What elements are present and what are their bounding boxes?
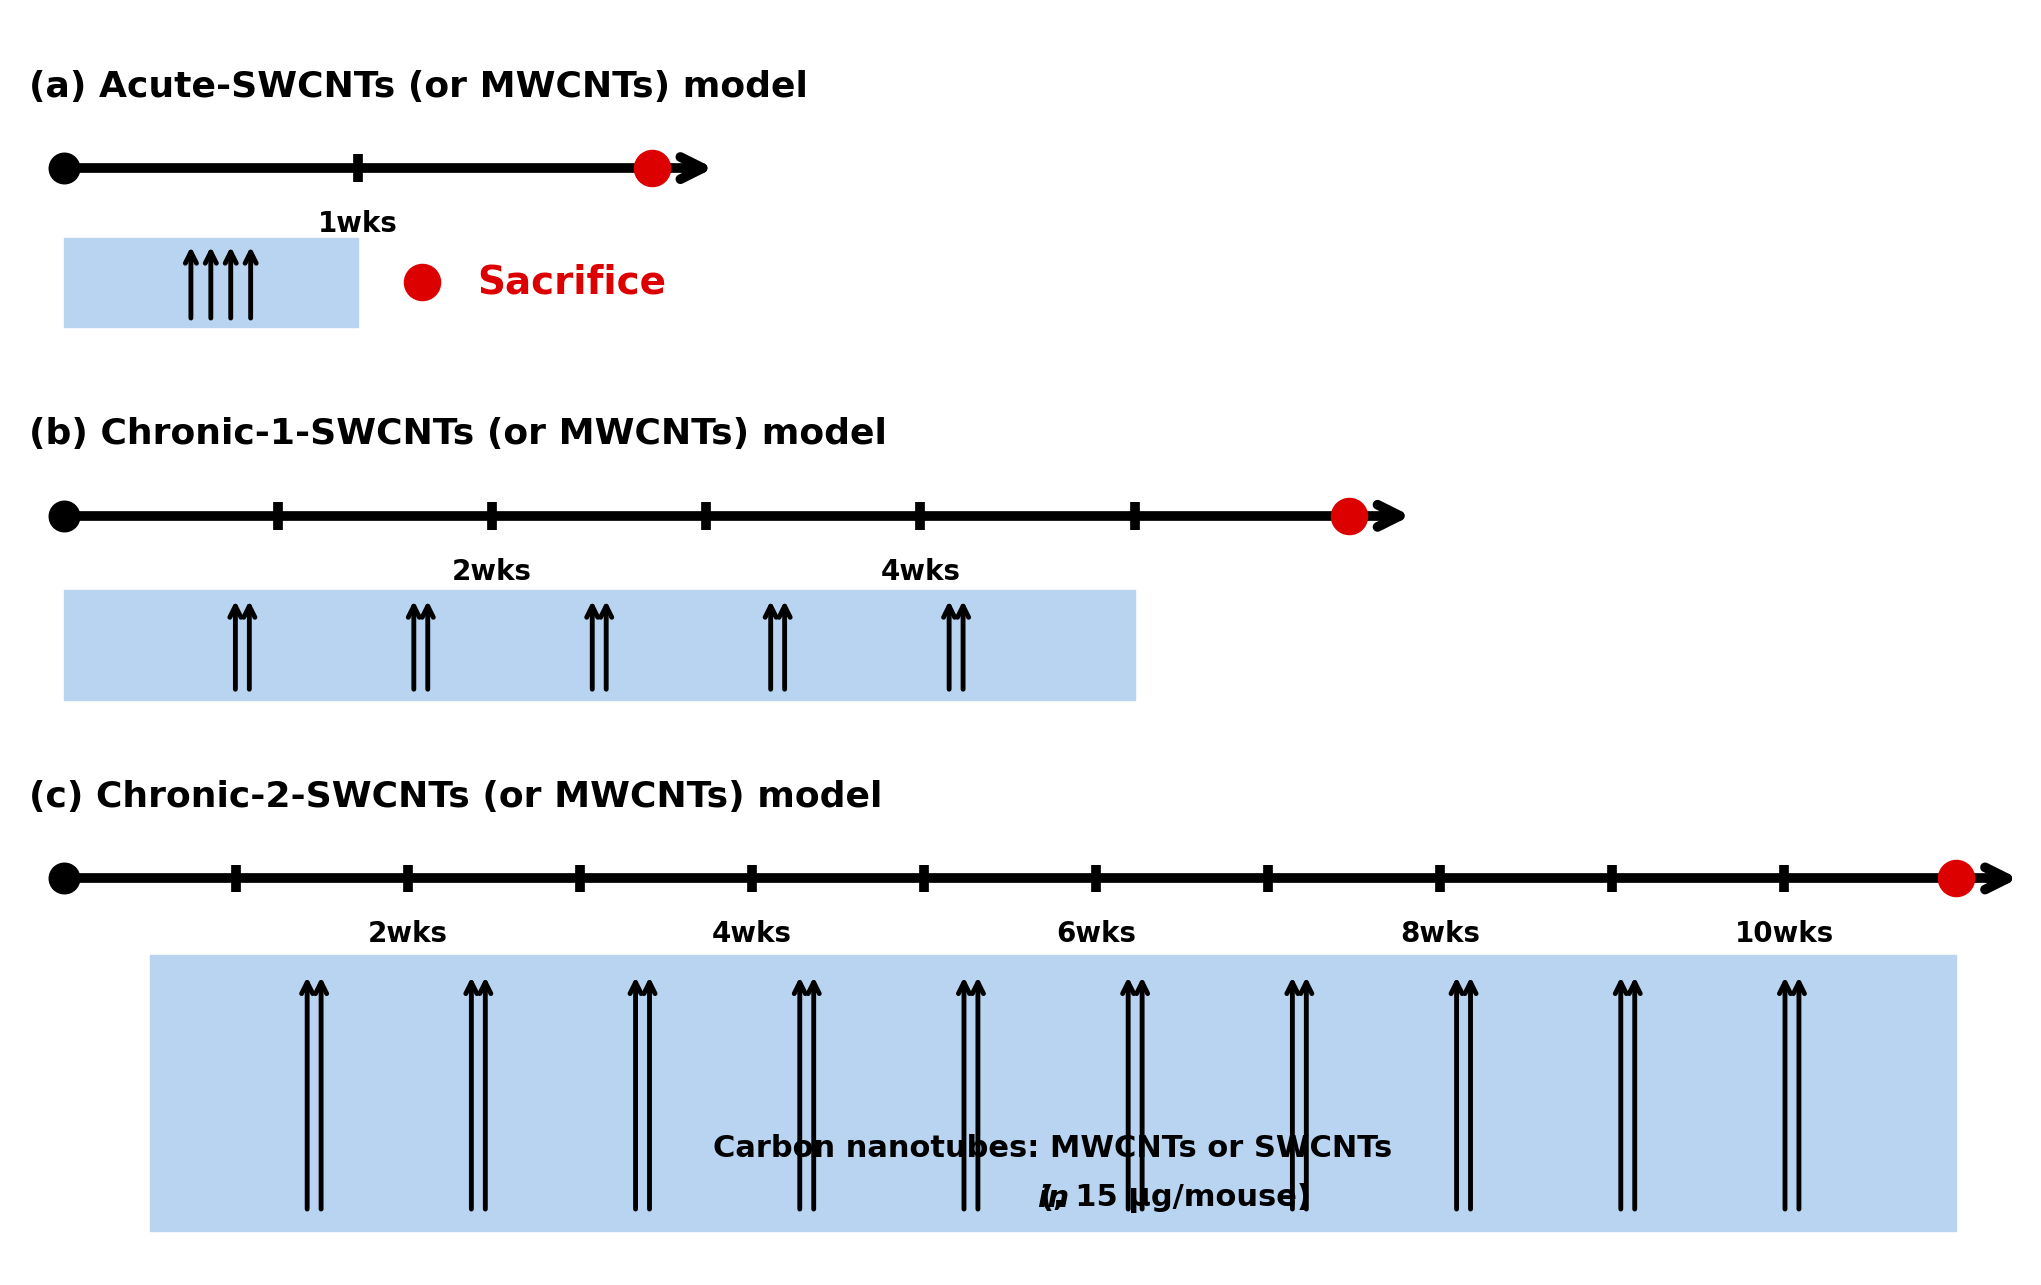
Bar [63, 238, 357, 328]
Text: in: in [1037, 1183, 1069, 1213]
Text: (c) Chronic-2-SWCNTs (or MWCNTs) model: (c) Chronic-2-SWCNTs (or MWCNTs) model [29, 780, 882, 813]
Text: (: ( [1039, 1183, 1053, 1213]
Text: 10wks: 10wks [1735, 920, 1833, 948]
Text: 4wks: 4wks [880, 558, 961, 586]
Text: (b) Chronic-1-SWCNTs (or MWCNTs) model: (b) Chronic-1-SWCNTs (or MWCNTs) model [29, 418, 888, 451]
Text: 2wks: 2wks [453, 558, 533, 586]
Text: Sacrifice: Sacrifice [478, 263, 665, 302]
Text: 8wks: 8wks [1400, 920, 1480, 948]
Bar [63, 590, 1135, 699]
Text: (a) Acute-SWCNTs (or MWCNTs) model: (a) Acute-SWCNTs (or MWCNTs) model [29, 69, 808, 104]
Text: Carbon nanotubes: MWCNTs or SWCNTs: Carbon nanotubes: MWCNTs or SWCNTs [714, 1133, 1392, 1163]
Text: 6wks: 6wks [1055, 920, 1137, 948]
Text: 2wks: 2wks [367, 920, 447, 948]
Text: 1wks: 1wks [318, 209, 398, 238]
Text: 4wks: 4wks [712, 920, 792, 948]
Bar [149, 955, 1955, 1231]
Text: , 15 μg/mouse): , 15 μg/mouse) [1053, 1183, 1310, 1213]
